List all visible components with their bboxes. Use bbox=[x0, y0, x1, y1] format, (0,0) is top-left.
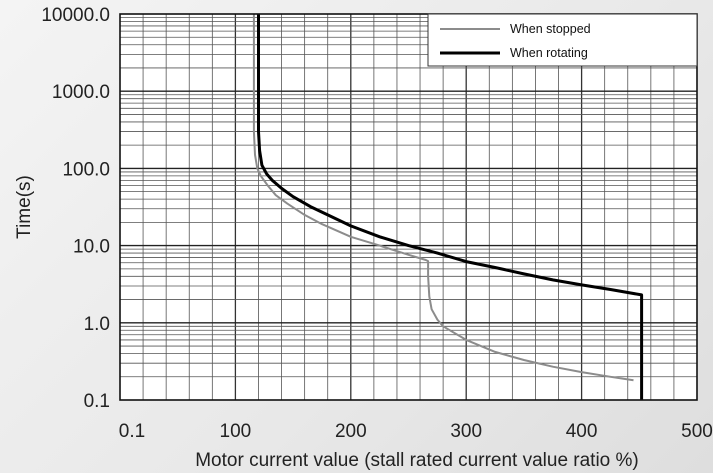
legend-box bbox=[427, 13, 698, 67]
x-tick-labels: 0.1 100 200 300 400 500 bbox=[119, 421, 713, 442]
y-tick-label: 1000.0 bbox=[52, 82, 110, 103]
plot-area bbox=[120, 14, 697, 400]
y-axis-label: Time(s) bbox=[14, 175, 35, 239]
y-tick-label: 10.0 bbox=[73, 237, 110, 258]
x-tick-label: 200 bbox=[335, 421, 367, 442]
legend-label-when-rotating: When rotating bbox=[510, 46, 588, 60]
x-tick-label: 300 bbox=[450, 421, 482, 442]
y-tick-label: 0.1 bbox=[84, 391, 110, 412]
y-tick-labels: 10000.0 1000.0 100.0 10.0 1.0 0.1 bbox=[41, 5, 110, 412]
y-tick-label: 100.0 bbox=[62, 159, 110, 180]
series-line-when-rotating bbox=[257, 14, 644, 400]
grid bbox=[120, 14, 697, 400]
y-tick-label: 1.0 bbox=[84, 314, 110, 335]
x-tick-label: 400 bbox=[566, 421, 598, 442]
plot-frame bbox=[119, 13, 698, 401]
series-lines bbox=[252, 14, 644, 400]
x-axis-label: Motor current value (stall rated current… bbox=[195, 450, 639, 471]
x-tick-label: 100 bbox=[220, 421, 252, 442]
y-tick-label: 10000.0 bbox=[41, 5, 110, 26]
legend-label-when-stopped: When stopped bbox=[510, 22, 591, 36]
x-tick-label: 0.1 bbox=[119, 421, 145, 442]
x-tick-label: 500 bbox=[681, 421, 713, 442]
legend: When stopped When rotating bbox=[427, 13, 698, 67]
series-line-when-stopped bbox=[252, 14, 634, 382]
